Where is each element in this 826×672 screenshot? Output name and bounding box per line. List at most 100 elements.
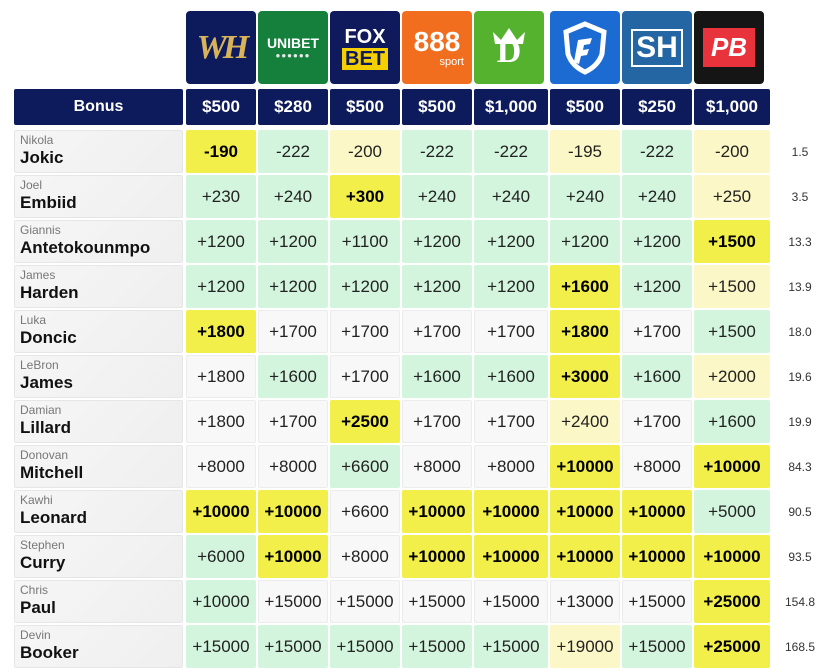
odds-cell-888sport[interactable]: +1200 xyxy=(402,220,472,263)
odds-cell-888sport[interactable]: +15000 xyxy=(402,625,472,668)
bonus-draftkings[interactable]: $1,000 xyxy=(474,89,548,125)
odds-cell-fox-bet[interactable]: +6600 xyxy=(330,445,400,488)
bonus-unibet[interactable]: $280 xyxy=(258,89,328,125)
odds-cell-fanduel[interactable]: +13000 xyxy=(550,580,620,623)
odds-cell-pointsbet[interactable]: +1600 xyxy=(694,400,770,443)
pointsbet-logo[interactable]: PB xyxy=(694,11,764,84)
odds-cell-888sport[interactable]: +8000 xyxy=(402,445,472,488)
bonus-fanduel[interactable]: $500 xyxy=(550,89,620,125)
odds-cell-william-hill[interactable]: +1200 xyxy=(186,220,256,263)
odds-cell-fox-bet[interactable]: +1200 xyxy=(330,265,400,308)
odds-cell-sugarhouse[interactable]: +10000 xyxy=(622,490,692,533)
odds-cell-unibet[interactable]: +1700 xyxy=(258,400,328,443)
bonus-sugarhouse[interactable]: $250 xyxy=(622,89,692,125)
bonus-pointsbet[interactable]: $1,000 xyxy=(694,89,770,125)
odds-cell-unibet[interactable]: +10000 xyxy=(258,490,328,533)
odds-cell-draftkings[interactable]: +1700 xyxy=(474,400,548,443)
odds-cell-william-hill[interactable]: +8000 xyxy=(186,445,256,488)
odds-cell-unibet[interactable]: +8000 xyxy=(258,445,328,488)
odds-cell-fox-bet[interactable]: +15000 xyxy=(330,580,400,623)
888sport-logo[interactable]: 888 sport xyxy=(402,11,472,84)
odds-cell-draftkings[interactable]: +1700 xyxy=(474,310,548,353)
odds-cell-draftkings[interactable]: -222 xyxy=(474,130,548,173)
odds-cell-unibet[interactable]: +240 xyxy=(258,175,328,218)
bonus-fox-bet[interactable]: $500 xyxy=(330,89,400,125)
odds-cell-fanduel[interactable]: +3000 xyxy=(550,355,620,398)
odds-cell-pointsbet[interactable]: +2000 xyxy=(694,355,770,398)
odds-cell-fanduel[interactable]: +10000 xyxy=(550,490,620,533)
odds-cell-pointsbet[interactable]: +25000 xyxy=(694,625,770,668)
odds-cell-pointsbet[interactable]: -200 xyxy=(694,130,770,173)
odds-cell-888sport[interactable]: +1600 xyxy=(402,355,472,398)
odds-cell-sugarhouse[interactable]: +15000 xyxy=(622,625,692,668)
odds-cell-pointsbet[interactable]: +1500 xyxy=(694,220,770,263)
odds-cell-draftkings[interactable]: +15000 xyxy=(474,625,548,668)
odds-cell-pointsbet[interactable]: +1500 xyxy=(694,310,770,353)
odds-cell-william-hill[interactable]: +10000 xyxy=(186,490,256,533)
odds-cell-sugarhouse[interactable]: +1200 xyxy=(622,265,692,308)
bonus-888sport[interactable]: $500 xyxy=(402,89,472,125)
odds-cell-fanduel[interactable]: +10000 xyxy=(550,445,620,488)
odds-cell-william-hill[interactable]: +1200 xyxy=(186,265,256,308)
odds-cell-888sport[interactable]: +1700 xyxy=(402,400,472,443)
odds-cell-unibet[interactable]: +1200 xyxy=(258,265,328,308)
odds-cell-draftkings[interactable]: +240 xyxy=(474,175,548,218)
odds-cell-sugarhouse[interactable]: +1700 xyxy=(622,400,692,443)
odds-cell-fanduel[interactable]: -195 xyxy=(550,130,620,173)
odds-cell-fox-bet[interactable]: -200 xyxy=(330,130,400,173)
odds-cell-fox-bet[interactable]: +6600 xyxy=(330,490,400,533)
odds-cell-unibet[interactable]: -222 xyxy=(258,130,328,173)
william-hill-logo[interactable]: WH xyxy=(186,11,256,84)
odds-cell-fox-bet[interactable]: +8000 xyxy=(330,535,400,578)
odds-cell-william-hill[interactable]: +6000 xyxy=(186,535,256,578)
sugarhouse-logo[interactable]: SH xyxy=(622,11,692,84)
odds-cell-888sport[interactable]: +10000 xyxy=(402,490,472,533)
odds-cell-william-hill[interactable]: +1800 xyxy=(186,310,256,353)
odds-cell-draftkings[interactable]: +10000 xyxy=(474,535,548,578)
odds-cell-william-hill[interactable]: +1800 xyxy=(186,400,256,443)
odds-cell-888sport[interactable]: +1700 xyxy=(402,310,472,353)
odds-cell-draftkings[interactable]: +1200 xyxy=(474,265,548,308)
odds-cell-sugarhouse[interactable]: +15000 xyxy=(622,580,692,623)
fox-bet-logo[interactable]: FOX BET xyxy=(330,11,400,84)
odds-cell-draftkings[interactable]: +1200 xyxy=(474,220,548,263)
odds-cell-unibet[interactable]: +1200 xyxy=(258,220,328,263)
odds-cell-unibet[interactable]: +15000 xyxy=(258,625,328,668)
odds-cell-unibet[interactable]: +1600 xyxy=(258,355,328,398)
odds-cell-fanduel[interactable]: +2400 xyxy=(550,400,620,443)
odds-cell-fox-bet[interactable]: +300 xyxy=(330,175,400,218)
odds-cell-unibet[interactable]: +15000 xyxy=(258,580,328,623)
odds-cell-unibet[interactable]: +10000 xyxy=(258,535,328,578)
odds-cell-sugarhouse[interactable]: +8000 xyxy=(622,445,692,488)
odds-cell-fanduel[interactable]: +10000 xyxy=(550,535,620,578)
fanduel-logo[interactable] xyxy=(550,11,620,84)
odds-cell-fanduel[interactable]: +240 xyxy=(550,175,620,218)
odds-cell-888sport[interactable]: -222 xyxy=(402,130,472,173)
odds-cell-william-hill[interactable]: +1800 xyxy=(186,355,256,398)
odds-cell-888sport[interactable]: +1200 xyxy=(402,265,472,308)
odds-cell-fanduel[interactable]: +1600 xyxy=(550,265,620,308)
odds-cell-pointsbet[interactable]: +25000 xyxy=(694,580,770,623)
odds-cell-william-hill[interactable]: +230 xyxy=(186,175,256,218)
odds-cell-sugarhouse[interactable]: +1600 xyxy=(622,355,692,398)
odds-cell-draftkings[interactable]: +15000 xyxy=(474,580,548,623)
odds-cell-sugarhouse[interactable]: +240 xyxy=(622,175,692,218)
odds-cell-pointsbet[interactable]: +1500 xyxy=(694,265,770,308)
odds-cell-fanduel[interactable]: +1200 xyxy=(550,220,620,263)
odds-cell-pointsbet[interactable]: +10000 xyxy=(694,535,770,578)
odds-cell-fox-bet[interactable]: +1100 xyxy=(330,220,400,263)
odds-cell-pointsbet[interactable]: +250 xyxy=(694,175,770,218)
odds-cell-888sport[interactable]: +240 xyxy=(402,175,472,218)
odds-cell-888sport[interactable]: +10000 xyxy=(402,535,472,578)
draftkings-logo[interactable]: D xyxy=(474,11,544,84)
odds-cell-fox-bet[interactable]: +1700 xyxy=(330,355,400,398)
odds-cell-sugarhouse[interactable]: +1700 xyxy=(622,310,692,353)
odds-cell-sugarhouse[interactable]: +1200 xyxy=(622,220,692,263)
odds-cell-pointsbet[interactable]: +5000 xyxy=(694,490,770,533)
odds-cell-fox-bet[interactable]: +15000 xyxy=(330,625,400,668)
odds-cell-fanduel[interactable]: +19000 xyxy=(550,625,620,668)
unibet-logo[interactable]: UNIBET ●●●●●● xyxy=(258,11,328,84)
odds-cell-william-hill[interactable]: +15000 xyxy=(186,625,256,668)
odds-cell-william-hill[interactable]: -190 xyxy=(186,130,256,173)
odds-cell-draftkings[interactable]: +8000 xyxy=(474,445,548,488)
